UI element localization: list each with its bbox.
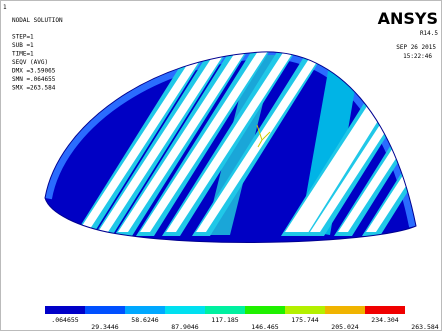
legend-label: 117.185 bbox=[211, 316, 238, 324]
info-line: DMX =3.59065 bbox=[12, 68, 56, 75]
ansys-window: 1 NODAL SOLUTION STEP=1SUB =1 TIME=1SEQV (… bbox=[0, 0, 442, 331]
brand-name: ANSYS bbox=[378, 9, 438, 28]
legend-swatch bbox=[325, 306, 365, 314]
legend-swatch bbox=[85, 306, 125, 314]
info-line: SUB =1 bbox=[12, 42, 34, 49]
brand-version: R14.5 bbox=[420, 30, 438, 37]
legend-label: 175.744 bbox=[291, 316, 318, 324]
info-line: SEQV (AVG) bbox=[12, 59, 48, 66]
info-line: NODAL SOLUTION bbox=[12, 17, 63, 24]
legend-label: 263.584 bbox=[411, 323, 438, 331]
info-line: SMX =263.584 bbox=[12, 85, 56, 92]
legend-swatch bbox=[165, 306, 205, 314]
info-line: TIME=1 bbox=[12, 51, 34, 58]
legend-label: 146.465 bbox=[251, 323, 278, 331]
legend-label: 58.6246 bbox=[131, 316, 158, 324]
legend-swatch bbox=[125, 306, 165, 314]
legend-label: 87.9046 bbox=[171, 323, 198, 331]
brand-date: SEP 26 2015 bbox=[396, 44, 436, 51]
brand-time: 15:22:46 bbox=[403, 53, 432, 60]
legend-swatch bbox=[245, 306, 285, 314]
legend-label: 234.304 bbox=[371, 316, 398, 324]
legend-label: 205.024 bbox=[331, 323, 358, 331]
window-number: 1 bbox=[3, 4, 7, 11]
info-line: STEP=1 bbox=[12, 34, 34, 41]
legend-swatch bbox=[365, 306, 405, 314]
legend-swatch bbox=[285, 306, 325, 314]
legend-label: .064655 bbox=[51, 316, 78, 324]
legend-swatch bbox=[45, 306, 85, 314]
legend-swatch bbox=[205, 306, 245, 314]
info-line: SMN =.064655 bbox=[12, 76, 56, 83]
legend-label: 29.3446 bbox=[91, 323, 118, 331]
